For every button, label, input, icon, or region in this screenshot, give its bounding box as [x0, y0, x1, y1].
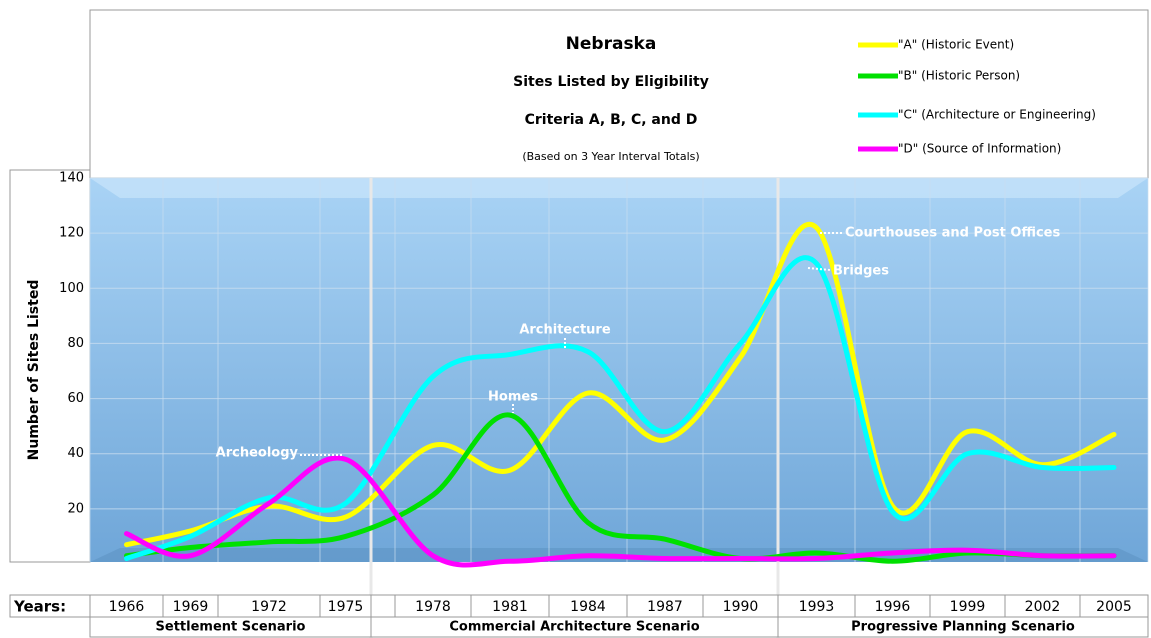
scenario-label: Settlement Scenario [156, 620, 306, 635]
x-tick-label: 2005 [1096, 599, 1132, 615]
y-tick-label: 140 [59, 171, 84, 186]
annotation: Courthouses and Post Offices [845, 226, 1060, 241]
x-tick-label: 1993 [799, 599, 835, 615]
x-tick-label: 1981 [492, 599, 528, 615]
annotation: Architecture [519, 323, 611, 338]
x-tick-label: 1966 [109, 599, 145, 615]
x-tick-label: 1999 [950, 599, 986, 615]
series-line [124, 412, 1117, 564]
series-line [124, 455, 1117, 568]
series-line [124, 255, 1117, 561]
x-tick-label: 1987 [647, 599, 683, 615]
axis-frame [9, 169, 91, 563]
y-tick-label: 20 [67, 501, 84, 516]
scenario-cell [777, 616, 1149, 638]
legend-label: "D" (Source of Information) [898, 142, 1061, 156]
note: (Based on 3 Year Interval Totals) [522, 150, 699, 163]
series-line [124, 222, 1117, 548]
annotation: Bridges [833, 264, 889, 279]
x-axis-label: Years: [13, 598, 66, 616]
subtitle: Criteria A, B, C, and D [525, 112, 698, 128]
header-frame [89, 9, 1149, 179]
x-tick-label: 1984 [570, 599, 606, 615]
y-tick-label: 60 [67, 391, 84, 406]
annotation: Homes [488, 390, 538, 405]
legend-label: "C" (Architecture or Engineering) [898, 108, 1096, 122]
x-tick-label: 2002 [1025, 599, 1061, 615]
subtitle: Sites Listed by Eligibility [513, 74, 709, 90]
y-tick-label: 100 [59, 281, 84, 296]
scenario-label: Commercial Architecture Scenario [449, 620, 699, 635]
chart-title: Nebraska [566, 34, 657, 54]
y-tick-label: 80 [67, 336, 84, 351]
y-tick-label: 40 [67, 446, 84, 461]
legend-label: "B" (Historic Person) [898, 69, 1020, 83]
scenario-label: Progressive Planning Scenario [851, 620, 1075, 635]
x-tick-label: 1996 [875, 599, 911, 615]
y-axis-label: Number of Sites Listed [26, 280, 42, 461]
y-tick-label: 120 [59, 226, 84, 241]
x-tick-label: 1975 [328, 599, 364, 615]
x-tick-label: 1978 [415, 599, 451, 615]
annotation: Archeology [216, 446, 299, 461]
x-tick-label: 1972 [251, 599, 287, 615]
legend-label: "A" (Historic Event) [898, 38, 1014, 52]
bevel [90, 178, 1148, 198]
x-tick-label: 1990 [723, 599, 759, 615]
x-tick-label: 1969 [173, 599, 209, 615]
